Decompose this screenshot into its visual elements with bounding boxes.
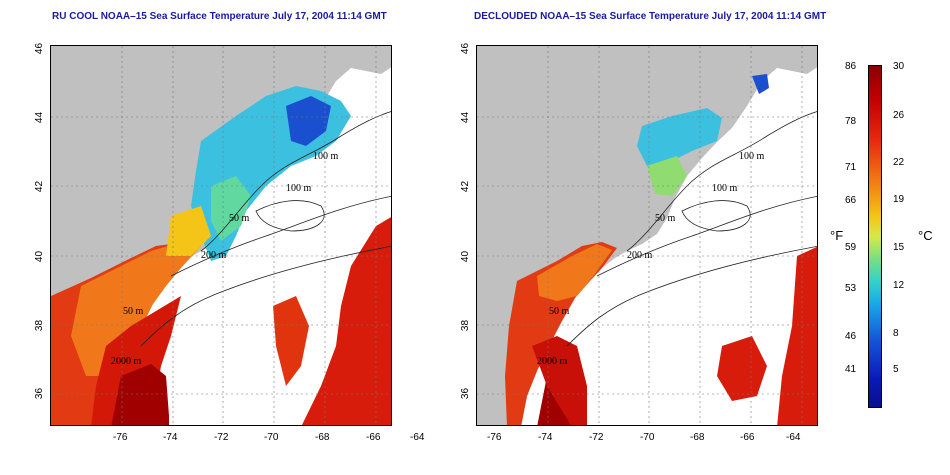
y-tick: 40 — [460, 250, 472, 263]
contour-label: 100 m — [739, 151, 765, 162]
cold-water-deep — [286, 96, 331, 146]
y-tick: 44 — [34, 111, 46, 124]
contour-50m — [681, 200, 751, 232]
orange-band — [537, 244, 612, 301]
gulf-stream-core — [111, 364, 169, 425]
cold-water-mid — [211, 176, 251, 241]
celsius-tick: 5 — [893, 364, 899, 375]
cold-patch-deep — [752, 74, 769, 94]
contour-label: 2000 m — [537, 356, 568, 367]
offshore-warm-2 — [717, 336, 767, 401]
x-tick: -66 — [366, 432, 381, 443]
x-tick: -74 — [538, 432, 553, 443]
contour-label: 100 m — [712, 183, 738, 194]
contour-200m — [170, 196, 391, 277]
fahrenheit-tick: 46 — [845, 331, 857, 342]
fahrenheit-tick: 41 — [845, 364, 857, 375]
contour-label: 50 m — [655, 213, 676, 224]
celsius-tick: 8 — [893, 328, 899, 339]
celsius-unit: °C — [918, 228, 933, 243]
contour-2000m — [140, 245, 391, 347]
x-tick: -70 — [640, 432, 655, 443]
contour-label: 100 m — [286, 183, 312, 194]
fahrenheit-tick: 59 — [845, 242, 857, 253]
right-map-panel[interactable]: 100 m 100 m 50 m 200 m 50 m 2000 m — [476, 45, 818, 426]
cold-patch — [637, 108, 722, 176]
fahrenheit-tick: 71 — [845, 162, 857, 173]
contour-label: 50 m — [229, 213, 250, 224]
contour-label: 200 m — [201, 250, 227, 261]
y-tick: 38 — [460, 319, 472, 332]
contour-label: 200 m — [627, 250, 653, 261]
x-tick: -72 — [214, 432, 229, 443]
left-sst-map: 100 m 100 m 50 m 200 m 50 m 2000 m — [51, 46, 391, 425]
contour-label: 100 m — [313, 151, 339, 162]
temperature-colorbar — [868, 65, 882, 408]
y-tick: 42 — [460, 180, 472, 193]
x-tick: -68 — [690, 432, 705, 443]
y-tick: 42 — [34, 180, 46, 193]
contour-label: 50 m — [123, 306, 144, 317]
left-map-panel[interactable]: 100 m 100 m 50 m 200 m 50 m 2000 m — [50, 45, 392, 426]
y-tick: 46 — [34, 42, 46, 55]
celsius-tick: 26 — [893, 110, 905, 121]
y-tick: 44 — [460, 111, 472, 124]
contour-100m — [626, 111, 817, 252]
celsius-tick: 22 — [893, 157, 905, 168]
y-tick: 40 — [34, 250, 46, 263]
celsius-tick: 15 — [893, 242, 905, 253]
x-tick: -76 — [113, 432, 128, 443]
right-sst-map: 100 m 100 m 50 m 200 m 50 m 2000 m — [477, 46, 817, 425]
celsius-tick: 12 — [893, 280, 905, 291]
gulf-stream — [532, 336, 587, 425]
gulf-stream — [91, 296, 181, 425]
offshore-warm-2 — [273, 296, 309, 386]
offshore-warm — [777, 246, 817, 425]
fahrenheit-tick: 78 — [845, 116, 857, 127]
celsius-tick: 30 — [893, 61, 905, 72]
y-tick: 36 — [460, 387, 472, 400]
y-tick: 36 — [34, 387, 46, 400]
x-tick: -64 — [786, 432, 801, 443]
land-mass — [477, 46, 817, 425]
contour-2000m — [566, 245, 817, 347]
right-map-title: DECLOUDED NOAA–15 Sea Surface Temperatur… — [474, 11, 827, 22]
y-tick: 38 — [34, 319, 46, 332]
x-tick: -76 — [487, 432, 502, 443]
fahrenheit-tick: 86 — [845, 61, 857, 72]
nj-shelf — [166, 206, 211, 256]
contour-50m — [255, 200, 325, 232]
contour-label: 50 m — [549, 306, 570, 317]
celsius-tick: 19 — [893, 194, 905, 205]
contour-label: 2000 m — [111, 356, 142, 367]
fahrenheit-tick: 53 — [845, 283, 857, 294]
left-map-title: RU COOL NOAA–15 Sea Surface Temperature … — [52, 11, 387, 22]
fahrenheit-tick: 66 — [845, 195, 857, 206]
x-tick: -68 — [315, 432, 330, 443]
contour-200m — [596, 196, 817, 277]
warm-water — [505, 242, 617, 425]
x-tick: -66 — [740, 432, 755, 443]
x-tick: -70 — [264, 432, 279, 443]
y-tick: 46 — [460, 42, 472, 55]
fahrenheit-unit: °F — [830, 228, 844, 243]
x-tick: -74 — [163, 432, 178, 443]
contour-100m — [200, 111, 391, 252]
orange-band — [71, 242, 201, 376]
x-tick: -72 — [589, 432, 604, 443]
x-tick: -64 — [410, 432, 425, 443]
offshore-warm — [301, 217, 391, 425]
